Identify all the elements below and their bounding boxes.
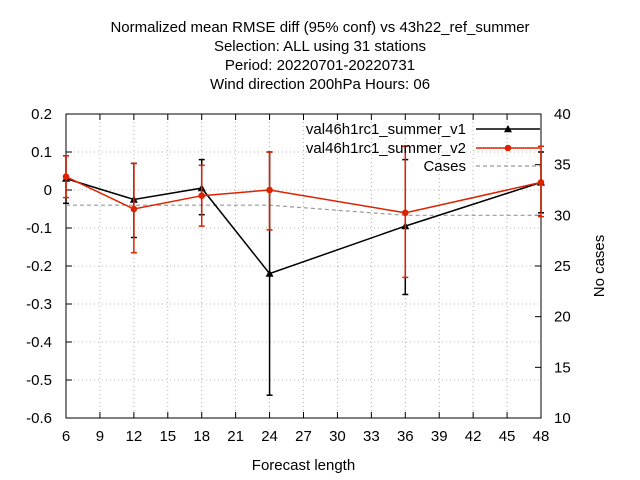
chart-title-line: Selection: ALL using 31 stations [214,38,426,55]
x-tick-label: 30 [329,428,346,445]
data-point [265,269,274,277]
x-tick-label: 36 [397,428,414,445]
data-point [62,173,70,180]
y-tick-label: 0 [44,182,52,199]
series-line [65,177,542,275]
legend-label: val46h1rc1_summer_v2 [306,140,466,157]
x-axis-label: Forecast length [252,457,355,474]
x-tick-label: 42 [465,428,482,445]
y-tick-label: -0.3 [26,296,52,313]
x-tick-label: 18 [193,428,210,445]
x-tick-label: 39 [431,428,448,445]
x-axis: 6 9 12 15 18 21 24 27 30 33 36 39 42 45 48 [62,114,550,445]
chart-title-line: Wind direction 200hPa Hours: 06 [210,76,430,93]
y-tick-label: 0.1 [31,144,52,161]
legend-label: val46h1rc1_summer_v1 [306,121,466,138]
x-tick-label: 33 [363,428,380,445]
data-point [266,186,273,194]
y-tick-label: -0.6 [26,410,52,427]
series-2 [62,145,545,279]
y2-tick-label: 20 [554,309,571,326]
y-tick-label: -0.5 [26,372,52,389]
y2-axis: 40 35 30 25 20 15 10 [535,106,571,427]
y-axis: 0.2 0.1 0 -0.1 -0.2 -0.3 -0.4 -0.5 -0.6 [26,106,72,427]
legend: val46h1rc1_summer_v1 val46h1rc1_summer_v2… [306,121,540,175]
data-point [537,179,545,186]
y2-tick-label: 35 [554,157,571,174]
x-tick-label: 48 [533,428,550,445]
y-tick-label: -0.4 [26,334,52,351]
y2-axis-label: No cases [591,235,608,298]
grid [66,114,541,418]
x-tick-label: 45 [499,428,516,445]
series-line [66,204,541,216]
y-tick-label: -0.1 [26,220,52,237]
series-line [65,176,542,214]
data-point [198,192,206,199]
y2-tick-label: 30 [554,207,571,224]
y2-tick-label: 40 [554,106,571,123]
x-tick-label: 9 [96,428,104,445]
chart-title-line: Normalized mean RMSE diff (95% conf) vs … [110,19,529,36]
y-tick-label: 0.2 [31,106,52,123]
x-tick-label: 27 [295,428,312,445]
series-3 [66,204,541,216]
data-point [504,125,512,133]
y2-tick-label: 25 [554,258,571,275]
y2-tick-label: 15 [554,359,571,376]
data-point [130,205,138,213]
x-tick-label: 6 [62,428,70,445]
x-tick-label: 24 [261,428,278,445]
data-point [504,144,512,152]
legend-label: Cases [423,158,466,175]
y-tick-label: -0.2 [26,258,52,275]
x-tick-label: 12 [126,428,143,445]
data-point [401,209,409,217]
x-tick-label: 21 [227,428,244,445]
x-tick-label: 15 [159,428,176,445]
y2-tick-label: 10 [554,410,571,427]
chart-title-line: Period: 20220701-20220731 [225,57,415,74]
series-group [62,145,545,396]
chart-title: Normalized mean RMSE diff (95% conf) vs … [110,19,529,93]
